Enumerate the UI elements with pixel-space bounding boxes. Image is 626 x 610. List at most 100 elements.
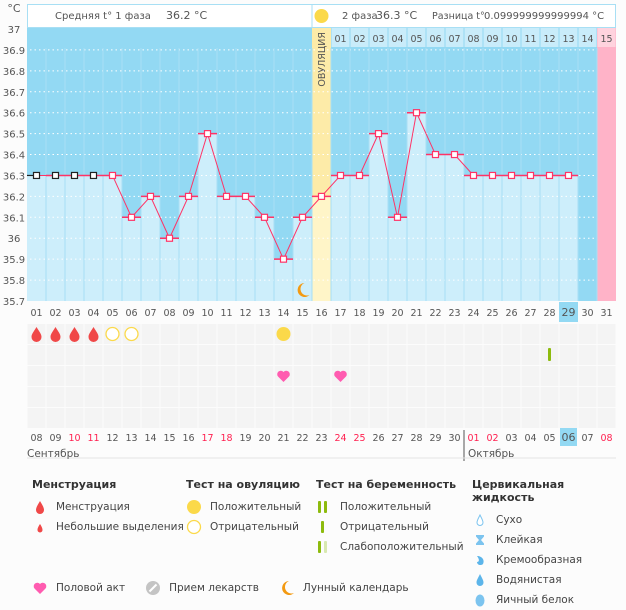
legend-title: Тест на овуляцию (186, 478, 300, 491)
drop-icon (36, 501, 44, 514)
marker-cell (274, 345, 293, 365)
cycle-day-label: 25 (486, 308, 498, 319)
moon-icon (297, 283, 310, 297)
marker-cell (483, 387, 502, 407)
negative-circle-icon (186, 519, 202, 535)
two-lines-icon (318, 501, 327, 513)
temperature-bar (198, 133, 217, 301)
phase2-day-label: 07 (448, 34, 460, 45)
calendar-date: 02 (486, 433, 498, 444)
calendar-date: 04 (524, 433, 536, 444)
phase2-day-cell (483, 28, 502, 47)
marker-cell (217, 387, 236, 407)
legend-item: Отрицательный (316, 517, 464, 537)
ovulation-bar (312, 196, 331, 301)
legend-label: Небольшие выделения (56, 521, 184, 533)
legend-item: Положительный (186, 497, 301, 517)
y-tick-label: 36.8 (3, 67, 25, 78)
calendar-date: 08 (30, 433, 42, 444)
temperature-bar (445, 154, 464, 301)
cycle-day-label: 26 (505, 308, 517, 319)
y-axis-unit: °C (7, 2, 21, 15)
temperature-point (32, 171, 41, 180)
phase2-day-label: 05 (410, 34, 422, 45)
creamy-icon (477, 556, 484, 566)
cycle-day-label: 01 (30, 308, 42, 319)
marker-cell (407, 366, 426, 386)
marker-cell (293, 408, 312, 428)
temperature-point (184, 192, 193, 200)
marker-cell (331, 324, 350, 344)
heart-icon (277, 370, 290, 382)
marker-cell (312, 408, 331, 428)
temperature-point (545, 171, 554, 180)
marker-cell (274, 408, 293, 428)
marker-cell (350, 366, 369, 386)
marker-cell (122, 345, 141, 365)
cycle-day-label: 18 (353, 308, 365, 319)
marker-cell (160, 387, 179, 407)
bbt-chart: °C 37 36.9 36.8 36.7 36.6 36.5 36.4 36.3 36.2 36.1… (3, 2, 616, 461)
temperature-bar (426, 154, 445, 301)
marker-cell (597, 324, 616, 344)
legend-label: Водянистая (496, 574, 562, 586)
marker-cell (540, 324, 559, 344)
marker-cell (521, 408, 540, 428)
legend-title: Цервикальная жидкость (472, 478, 565, 504)
phase2-day-cell (597, 28, 616, 47)
calendar-date: 14 (144, 433, 156, 444)
marker-cell (236, 366, 255, 386)
legend-item: Положительный (316, 497, 464, 517)
phase2-day-cell (426, 28, 445, 47)
temperature-bar (141, 196, 160, 301)
marker-cell (293, 345, 312, 365)
cycle-day-label: 10 (201, 308, 213, 319)
marker-cell (141, 324, 160, 344)
cycle-day-label: 13 (258, 308, 270, 319)
phase1-value: 36.2 °C (166, 9, 207, 22)
temperature-point (488, 171, 497, 180)
diff-value: 0.099999999999994 °C (484, 11, 604, 22)
marker-cell (483, 366, 502, 386)
phase2-day-cell (331, 28, 350, 47)
calendar-date: 29 (429, 433, 441, 444)
temperature-point (412, 109, 421, 117)
y-tick-label: 37 (8, 25, 21, 36)
marker-cell (198, 387, 217, 407)
legend-other: Половой акт Прием лекарств Лунный календ… (32, 578, 409, 598)
calendar-date: 09 (49, 433, 61, 444)
sun-icon (314, 9, 329, 23)
marker-cell (540, 366, 559, 386)
temperature-bar (217, 196, 236, 301)
marker-cell (293, 387, 312, 407)
marker-cell (84, 408, 103, 428)
legend-item: Прием лекарств (145, 578, 259, 598)
marker-cell (46, 387, 65, 407)
marker-cell (236, 345, 255, 365)
marker-cell (502, 345, 521, 365)
temperature-bar (407, 112, 426, 301)
cycle-day-label: 15 (296, 308, 308, 319)
marker-cell (350, 324, 369, 344)
marker-cell (198, 345, 217, 365)
marker-cell (540, 408, 559, 428)
faint-line-icon (318, 541, 327, 553)
cycle-day-label: 02 (49, 308, 61, 319)
y-tick-label: 35.7 (3, 297, 25, 308)
y-tick-label: 36.4 (3, 151, 25, 162)
cycle-day-label: 09 (182, 308, 194, 319)
pill-icon (146, 581, 161, 595)
legend-item: Отрицательный (186, 517, 301, 537)
calendar-date: 08 (600, 433, 612, 444)
moon-icon (282, 581, 294, 595)
temperature-point (564, 171, 573, 180)
temperature-bar (236, 196, 255, 301)
one-line-icon (321, 521, 324, 533)
legend-item: Небольшие выделения (32, 517, 184, 537)
cycle-day-label: 31 (600, 308, 612, 319)
marker-cell (122, 408, 141, 428)
marker-cell (84, 387, 103, 407)
marker-cell (426, 345, 445, 365)
phase2-day-label: 11 (524, 34, 536, 45)
marker-cell (464, 408, 483, 428)
